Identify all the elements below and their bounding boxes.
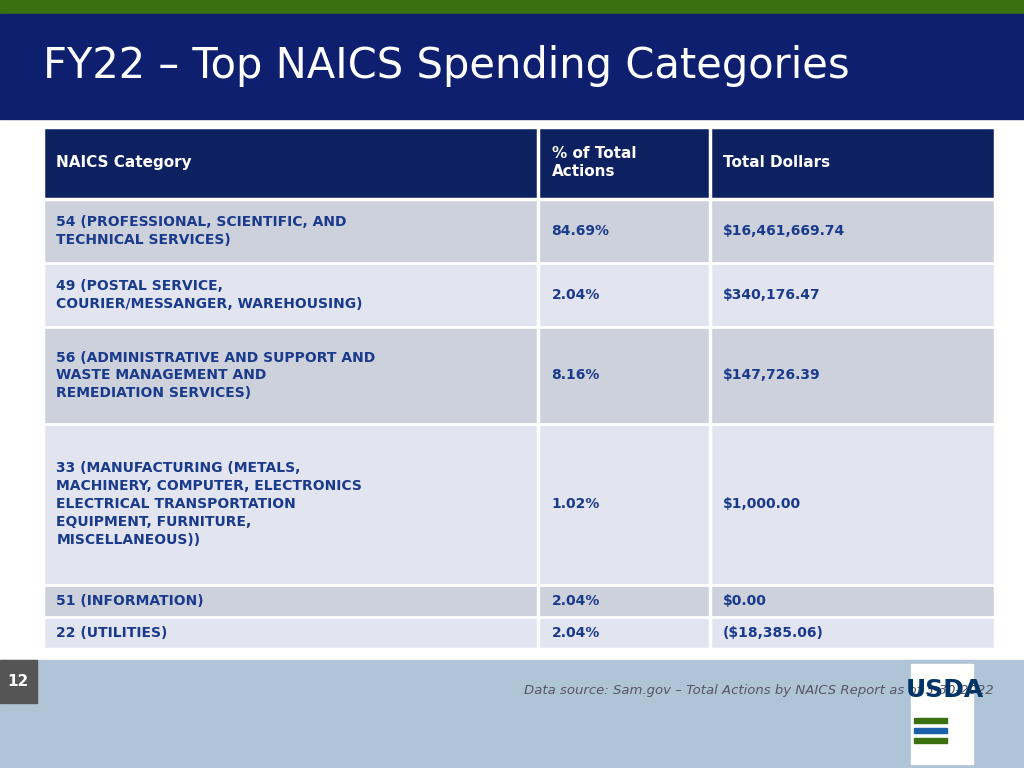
- Text: 12: 12: [8, 674, 29, 689]
- Text: 33 (MANUFACTURING (METALS,
MACHINERY, COMPUTER, ELECTRONICS
ELECTRICAL TRANSPORT: 33 (MANUFACTURING (METALS, MACHINERY, CO…: [56, 462, 362, 547]
- Text: $16,461,669.74: $16,461,669.74: [723, 223, 845, 238]
- Text: 1.02%: 1.02%: [552, 497, 600, 511]
- Text: 2.04%: 2.04%: [552, 594, 600, 607]
- Text: 2.04%: 2.04%: [552, 288, 600, 302]
- Text: Total Dollars: Total Dollars: [723, 155, 830, 170]
- Text: 22 (UTILITIES): 22 (UTILITIES): [56, 626, 168, 640]
- Bar: [911, 664, 973, 764]
- Bar: [0, 0, 1024, 14]
- Text: $0.00: $0.00: [723, 594, 767, 607]
- Bar: [43, 584, 995, 617]
- Text: NAICS Category: NAICS Category: [56, 155, 191, 170]
- Text: ($18,385.06): ($18,385.06): [723, 626, 824, 640]
- FancyArrow shape: [914, 717, 947, 723]
- Text: % of Total
Actions: % of Total Actions: [552, 146, 636, 180]
- Text: Data source: Sam.gov – Total Actions by NAICS Report as of 3-30-2022: Data source: Sam.gov – Total Actions by …: [523, 684, 993, 697]
- Bar: [43, 424, 995, 584]
- Text: 54 (PROFESSIONAL, SCIENTIFIC, AND
TECHNICAL SERVICES): 54 (PROFESSIONAL, SCIENTIFIC, AND TECHNI…: [56, 215, 347, 247]
- Text: USDA: USDA: [906, 677, 984, 702]
- Bar: [0, 14, 1024, 119]
- Text: 84.69%: 84.69%: [552, 223, 609, 238]
- Bar: [43, 127, 995, 199]
- Text: $340,176.47: $340,176.47: [723, 288, 820, 302]
- Text: 56 (ADMINISTRATIVE AND SUPPORT AND
WASTE MANAGEMENT AND
REMEDIATION SERVICES): 56 (ADMINISTRATIVE AND SUPPORT AND WASTE…: [56, 351, 376, 400]
- Bar: [43, 127, 995, 649]
- Text: 8.16%: 8.16%: [552, 369, 600, 382]
- Bar: [0, 660, 37, 703]
- Text: $1,000.00: $1,000.00: [723, 497, 801, 511]
- Bar: [43, 199, 995, 263]
- Text: 51 (INFORMATION): 51 (INFORMATION): [56, 594, 204, 607]
- Bar: [43, 617, 995, 649]
- Text: $147,726.39: $147,726.39: [723, 369, 820, 382]
- Text: 2.04%: 2.04%: [552, 626, 600, 640]
- Text: 49 (POSTAL SERVICE,
COURIER/MESSANGER, WAREHOUSING): 49 (POSTAL SERVICE, COURIER/MESSANGER, W…: [56, 279, 362, 311]
- Bar: [43, 263, 995, 327]
- FancyArrow shape: [914, 728, 947, 733]
- Bar: [43, 327, 995, 424]
- Text: FY22 – Top NAICS Spending Categories: FY22 – Top NAICS Spending Categories: [43, 45, 850, 88]
- FancyArrow shape: [914, 737, 947, 743]
- Bar: [0, 660, 1024, 768]
